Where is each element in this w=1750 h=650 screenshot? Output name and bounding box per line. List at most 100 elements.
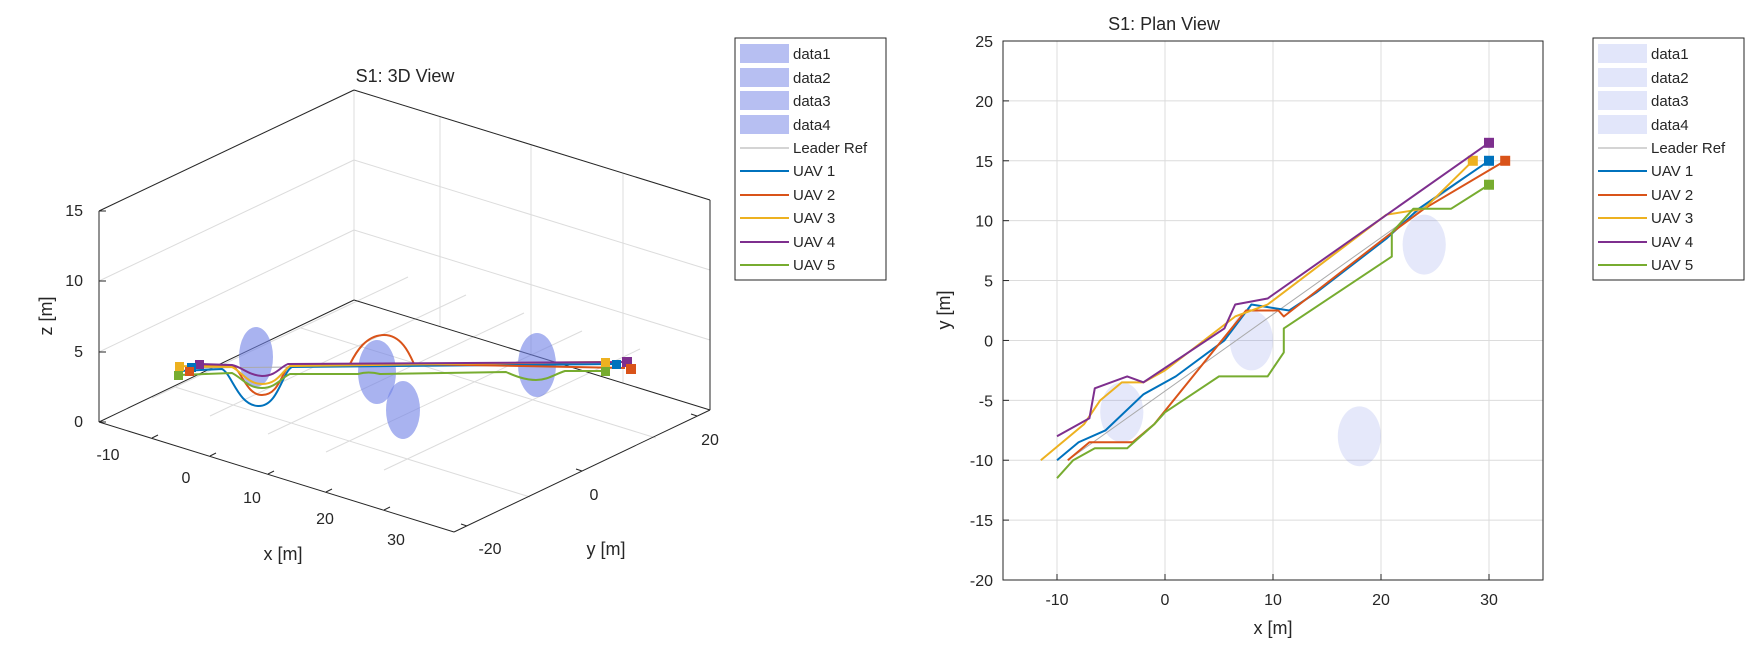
plan-y-tick-label: 15 bbox=[975, 154, 993, 171]
legend-label: UAV 2 bbox=[1651, 187, 1693, 204]
obstacle-data4 bbox=[386, 381, 420, 439]
plan-y-tick-label: -10 bbox=[970, 453, 993, 470]
legend-swatch-data2 bbox=[1598, 68, 1647, 87]
legend-swatch-data4 bbox=[740, 115, 789, 134]
uav-1-line-3d bbox=[179, 363, 613, 408]
y-tick-label: 0 bbox=[590, 487, 599, 504]
uav-2-start-marker bbox=[185, 367, 194, 376]
legend-swatch-data1 bbox=[740, 44, 789, 63]
plan-obstacle-data3 bbox=[1402, 214, 1446, 275]
uav-5-line-3d bbox=[177, 370, 604, 390]
legend-label: Leader Ref bbox=[1651, 140, 1726, 157]
plan-x-tick-label: -10 bbox=[1045, 592, 1068, 609]
plan-end-marker-uav-2 bbox=[1500, 155, 1511, 166]
plan-line-uav-4 bbox=[1056, 141, 1490, 438]
chart-3d-box bbox=[98, 89, 711, 533]
y-axis-label: y [m] bbox=[587, 539, 626, 559]
plan-y-axis-label: y [m] bbox=[934, 291, 954, 330]
legend-3d: data1 data2 data3 data4 Leader Ref UAV 1… bbox=[734, 37, 887, 281]
legend-label: data4 bbox=[1651, 117, 1689, 134]
uav-2-end-marker bbox=[626, 364, 636, 374]
z-tick-label: 10 bbox=[65, 273, 83, 290]
legend-label: data3 bbox=[1651, 93, 1689, 110]
obstacle-data2 bbox=[358, 340, 396, 404]
legend-label: Leader Ref bbox=[793, 140, 868, 157]
plan-obstacle-data4 bbox=[1337, 406, 1381, 467]
plan-line-uav-5 bbox=[1056, 183, 1490, 479]
plan-end-marker-uav-5 bbox=[1484, 179, 1494, 190]
plan-y-tick-label: -15 bbox=[970, 513, 993, 530]
z-tick-label: 15 bbox=[65, 203, 83, 220]
chart-plan-ticks: -10 0 10 20 30 -20 -15 -10 -5 0 5 10 15 20 25 bbox=[970, 34, 1498, 609]
y-tick-label: 20 bbox=[701, 432, 719, 449]
legend-label: data1 bbox=[1651, 46, 1689, 63]
legend-label: UAV 5 bbox=[793, 257, 835, 274]
plan-x-tick-label: 10 bbox=[1264, 592, 1282, 609]
x-tick-label: -10 bbox=[96, 447, 119, 464]
x-axis-label: x [m] bbox=[264, 544, 303, 564]
chart-3d-view: S1: 3D View bbox=[36, 37, 887, 564]
x-tick-label: 30 bbox=[387, 532, 405, 549]
plan-y-tick-label: 0 bbox=[984, 333, 993, 350]
plan-obstacle-data2 bbox=[1229, 310, 1273, 371]
chart-3d-title: S1: 3D View bbox=[356, 66, 456, 86]
legend-label: UAV 3 bbox=[1651, 210, 1693, 227]
plan-end-marker-uav-4 bbox=[1484, 137, 1494, 148]
legend-label: UAV 4 bbox=[1651, 234, 1693, 251]
plan-line-uav-3 bbox=[1040, 160, 1474, 461]
legend-swatch-data3 bbox=[1598, 91, 1647, 110]
uav-3-start-marker bbox=[175, 362, 184, 371]
chart-plan-title: S1: Plan View bbox=[1108, 14, 1221, 34]
plan-x-tick-label: 30 bbox=[1480, 592, 1498, 609]
legend-label: UAV 3 bbox=[793, 210, 835, 227]
plan-x-tick-label: 20 bbox=[1372, 592, 1390, 609]
uav-3-line-3d bbox=[174, 361, 601, 386]
z-tick-label: 0 bbox=[74, 414, 83, 431]
uav-4-end-marker bbox=[622, 357, 632, 367]
legend-label: data2 bbox=[1651, 70, 1689, 87]
z-axis-label: z [m] bbox=[36, 297, 56, 336]
plan-line-uav-2 bbox=[1067, 159, 1506, 461]
x-tick-label: 20 bbox=[316, 511, 334, 528]
uav-3-end-marker bbox=[601, 358, 610, 367]
legend-swatch-data4 bbox=[1598, 115, 1647, 134]
uav-4-line-3d bbox=[199, 361, 627, 378]
plan-end-marker-uav-1 bbox=[1484, 155, 1494, 166]
obstacle-data1 bbox=[239, 327, 273, 387]
plan-y-tick-label: 10 bbox=[975, 214, 993, 231]
y-tick-label: -20 bbox=[478, 541, 501, 558]
legend-plan: data1 data2 data3 data4 Leader Ref UAV 1… bbox=[1592, 37, 1745, 281]
legend-label: data4 bbox=[793, 117, 831, 134]
plan-x-tick-label: 0 bbox=[1161, 592, 1170, 609]
plan-y-tick-label: -5 bbox=[979, 393, 993, 410]
legend-label: UAV 5 bbox=[1651, 257, 1693, 274]
legend-label: UAV 1 bbox=[1651, 163, 1693, 180]
chart-plan-obstacles bbox=[1100, 214, 1446, 467]
legend-label: data2 bbox=[793, 70, 831, 87]
legend-swatch-data1 bbox=[1598, 44, 1647, 63]
plan-y-tick-label: 25 bbox=[975, 34, 993, 51]
uav-4-start-marker bbox=[195, 360, 204, 369]
legend-label: UAV 2 bbox=[793, 187, 835, 204]
plan-end-marker-uav-3 bbox=[1467, 155, 1478, 166]
uav-1-end-marker bbox=[612, 360, 621, 369]
chart-plan-view: S1: Plan View -10 0 10 20 30 -20 -15 -10 -5 0 5 10 1… bbox=[934, 14, 1745, 638]
legend-plan-box bbox=[1592, 37, 1745, 281]
legend-label: UAV 1 bbox=[793, 163, 835, 180]
legend-label: data1 bbox=[793, 46, 831, 63]
legend-swatch-data2 bbox=[740, 68, 789, 87]
x-tick-label: 10 bbox=[243, 490, 261, 507]
legend-swatch-data3 bbox=[740, 91, 789, 110]
z-tick-label: 5 bbox=[74, 344, 83, 361]
plan-y-tick-label: -20 bbox=[970, 573, 993, 590]
uav-5-start-marker bbox=[174, 371, 183, 380]
plan-obstacle-data1 bbox=[1100, 382, 1144, 443]
x-tick-label: 0 bbox=[182, 470, 191, 487]
uav-5-end-marker bbox=[601, 367, 610, 376]
plan-y-tick-label: 5 bbox=[984, 274, 993, 291]
legend-label: data3 bbox=[793, 93, 831, 110]
chart-plan-lines bbox=[1040, 137, 1511, 479]
plan-y-tick-label: 20 bbox=[975, 94, 993, 111]
legend-label: UAV 4 bbox=[793, 234, 835, 251]
plan-x-axis-label: x [m] bbox=[1254, 618, 1293, 638]
